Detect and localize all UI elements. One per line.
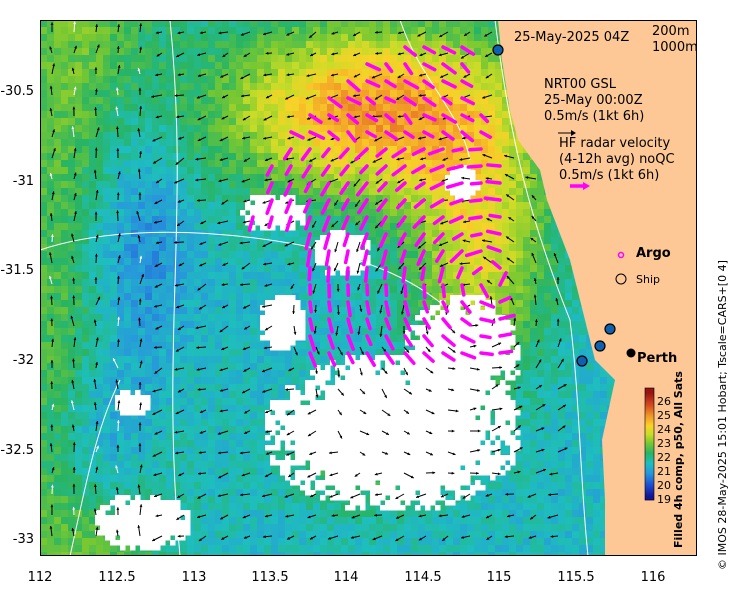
sst-map: [40, 20, 697, 556]
x-tick-label: 114.5: [404, 570, 442, 585]
colorbar-title: Filled 4h comp, p50, All Sats: [672, 371, 685, 548]
gsl-legend-title: NRT00 GSL: [544, 77, 616, 92]
colorbar-tick: 20: [657, 479, 671, 492]
colorbar: [644, 387, 655, 501]
colorbar-tick: 25: [657, 409, 671, 422]
map-canvas: [40, 20, 697, 556]
city-label-perth: Perth: [637, 351, 678, 366]
ship-legend-label: Ship: [636, 273, 660, 286]
colorbar-tick: 19: [657, 493, 671, 506]
colorbar-tick: 21: [657, 465, 671, 478]
gsl-legend-scale: 0.5m/s (1kt 6h): [544, 109, 645, 124]
depth-label-1000m: 1000m: [652, 40, 698, 55]
y-tick-label: -31: [12, 174, 34, 189]
colorbar-tick: 26: [657, 395, 671, 408]
depth-label-200m: 200m: [652, 24, 690, 39]
credit-text: © IMOS 28-May-2025 15:01 Hobart; Tscale=…: [716, 260, 729, 570]
y-tick-label: -33: [12, 532, 34, 547]
y-tick-label: -32: [12, 353, 34, 368]
timestamp: 25-May-2025 04Z: [514, 30, 630, 45]
ship-markers: [492, 44, 616, 367]
gsl-vectors: [48, 21, 568, 542]
legend-symbols: [558, 130, 627, 285]
y-tick-label: -31.5: [0, 263, 34, 278]
hf-legend-title: HF radar velocity: [559, 136, 671, 151]
hf-legend-scale: 0.5m/s (1kt 6h): [559, 168, 660, 183]
perth-marker: [626, 348, 636, 358]
y-tick-label: -32.5: [0, 443, 34, 458]
y-tick-label: -30.5: [0, 84, 34, 99]
gsl-legend-date: 25-May 00:00Z: [544, 93, 643, 108]
hf-legend-note: (4-12h avg) noQC: [559, 152, 675, 167]
colorbar-tick: 23: [657, 437, 671, 450]
x-tick-label: 115: [486, 570, 512, 585]
x-tick-label: 116: [640, 570, 666, 585]
x-tick-label: 113: [181, 570, 207, 585]
colorbar-tick: 22: [657, 451, 671, 464]
colorbar-tick: 24: [657, 423, 671, 436]
x-tick-label: 115.5: [557, 570, 595, 585]
x-tick-label: 114: [333, 570, 359, 585]
x-tick-label: 112: [27, 570, 53, 585]
x-tick-label: 112.5: [98, 570, 136, 585]
hf-radar-vectors: [247, 45, 516, 368]
x-tick-label: 113.5: [251, 570, 289, 585]
argo-legend-label: Argo: [636, 246, 671, 261]
